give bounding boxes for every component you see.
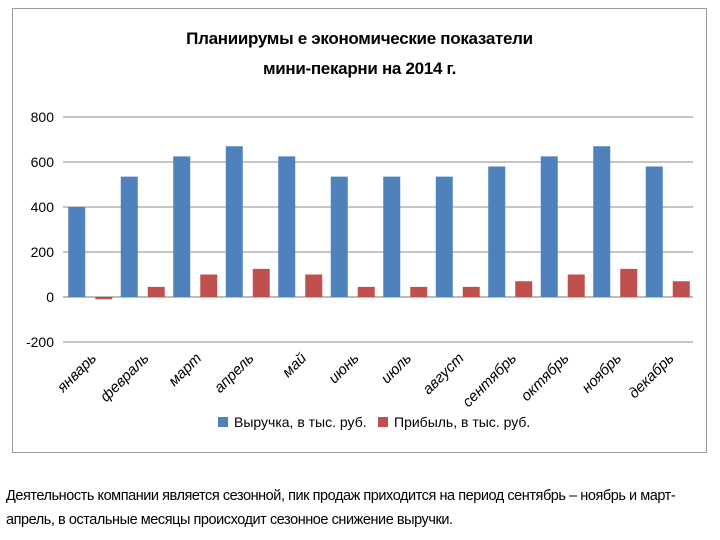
profit-bar bbox=[200, 274, 218, 297]
y-tick-label: 600 bbox=[31, 154, 55, 170]
revenue-bar bbox=[278, 156, 296, 297]
profit-bar bbox=[515, 281, 533, 297]
profit-bar bbox=[672, 281, 690, 297]
revenue-bar bbox=[68, 207, 86, 297]
profit-bar bbox=[95, 297, 113, 300]
x-tick-label: март bbox=[165, 350, 205, 390]
chart-title-line-1: Планиирумы е экономические показатели bbox=[186, 29, 533, 48]
profit-bar bbox=[410, 286, 428, 297]
profit-bar bbox=[305, 274, 323, 297]
x-tick-label: январь bbox=[53, 350, 100, 397]
legend-swatch bbox=[218, 417, 228, 427]
profit-bar bbox=[620, 268, 638, 297]
x-tick-label: июль bbox=[378, 350, 415, 387]
profit-bar bbox=[252, 268, 270, 297]
revenue-bar bbox=[120, 176, 138, 297]
profit-bar bbox=[147, 286, 165, 297]
profit-bar bbox=[567, 274, 585, 297]
x-tick-label: октябрь bbox=[518, 350, 573, 405]
profit-bar bbox=[357, 286, 375, 297]
revenue-bar bbox=[540, 156, 558, 297]
y-tick-label: 200 bbox=[31, 244, 55, 260]
y-tick-label: 800 bbox=[31, 109, 55, 125]
legend-label: Выручка, в тыс. руб. bbox=[234, 414, 367, 430]
legend-swatch bbox=[378, 417, 388, 427]
revenue-bar bbox=[225, 146, 243, 297]
revenue-bar bbox=[383, 176, 401, 297]
revenue-bar bbox=[173, 156, 191, 297]
caption: Деятельность компании является сезонной,… bbox=[6, 484, 716, 532]
y-tick-label: 0 bbox=[46, 289, 54, 305]
y-tick-label: 400 bbox=[31, 199, 55, 215]
caption-line-1: Деятельность компании является сезонной,… bbox=[6, 488, 676, 504]
x-tick-label: май bbox=[279, 349, 311, 381]
revenue-bar bbox=[330, 176, 348, 297]
x-tick-label: февраль bbox=[97, 350, 153, 406]
revenue-bar bbox=[488, 166, 506, 297]
x-tick-label: сентябрь bbox=[459, 350, 520, 411]
x-tick-label: ноябрь bbox=[578, 350, 625, 397]
revenue-bar bbox=[645, 166, 663, 297]
legend-label: Прибыль, в тыс. руб. bbox=[394, 414, 530, 430]
x-tick-label: август bbox=[419, 350, 467, 398]
x-tick-label: апрель bbox=[211, 350, 258, 397]
y-tick-label: -200 bbox=[26, 334, 54, 350]
revenue-bar bbox=[593, 146, 611, 297]
revenue-bar bbox=[435, 176, 453, 297]
chart-title-line-2: мини-пекарни на 2014 г. bbox=[262, 59, 457, 78]
caption-line-2: апрель, в остальные месяцы происходит се… bbox=[6, 512, 453, 528]
profit-bar bbox=[462, 286, 480, 297]
chart-frame: Планиирумы е экономические показатели ми… bbox=[12, 8, 707, 453]
x-tick-label: июнь bbox=[325, 350, 362, 387]
x-tick-label: декабрь bbox=[625, 350, 677, 402]
